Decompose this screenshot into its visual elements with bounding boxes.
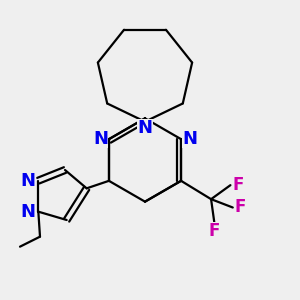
Text: N: N [21,172,36,190]
Text: F: F [234,199,246,217]
Text: N: N [93,130,108,148]
Text: N: N [137,119,152,137]
Text: F: F [232,176,243,194]
Text: N: N [21,203,36,221]
Text: N: N [182,130,197,148]
Text: F: F [209,223,220,241]
